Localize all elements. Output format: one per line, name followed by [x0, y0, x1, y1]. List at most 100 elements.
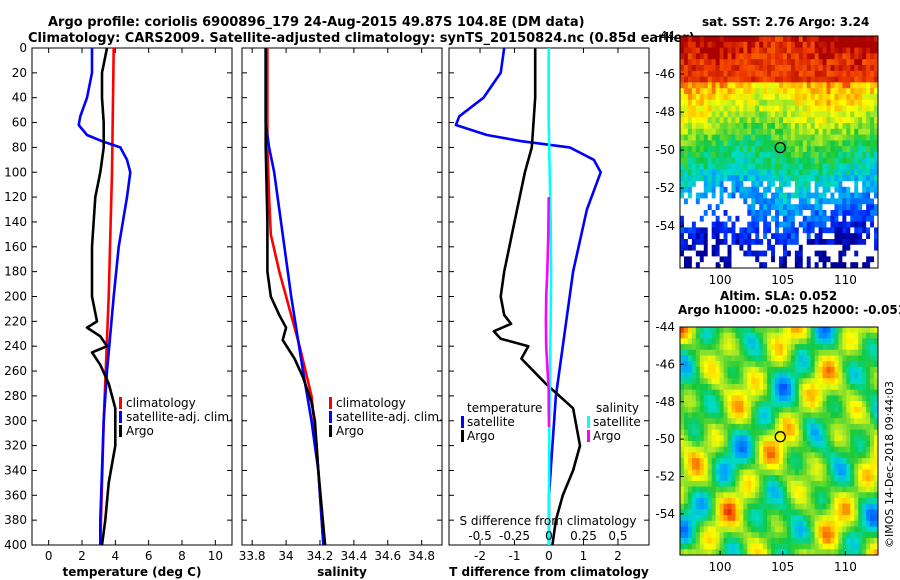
map-cell — [806, 36, 812, 43]
map-cell — [798, 435, 804, 442]
map-cell — [786, 429, 792, 436]
map-cell — [687, 435, 693, 442]
map-cell — [806, 198, 812, 205]
map-cell — [767, 262, 772, 269]
map-cell — [755, 406, 760, 413]
map-cell — [874, 520, 879, 527]
map-cell — [711, 327, 717, 334]
map-x-tick-label: 100 — [709, 273, 732, 287]
map-cell — [802, 384, 808, 391]
map-cell — [743, 520, 748, 527]
map-cell — [747, 486, 752, 493]
map-cell — [743, 233, 748, 240]
map-cell — [719, 163, 724, 170]
map-cell — [830, 215, 835, 222]
map-cell — [747, 332, 752, 339]
map-cell — [779, 70, 784, 77]
map-cell — [850, 435, 855, 442]
map-cell — [874, 526, 879, 533]
map-cell — [719, 47, 724, 54]
map-cell — [683, 332, 689, 339]
map-cell — [767, 94, 772, 101]
map-cell — [739, 117, 744, 124]
map-cell — [810, 441, 816, 448]
map-cell — [695, 94, 701, 101]
map-cell — [790, 198, 796, 205]
map-cell — [806, 338, 812, 345]
map-cell — [874, 378, 879, 385]
map-cell — [846, 186, 851, 193]
map-cell — [691, 355, 697, 362]
map-cell — [866, 520, 871, 527]
map-cell — [731, 389, 736, 396]
map-cell — [790, 157, 796, 164]
map-cell — [723, 82, 728, 89]
map-cell — [842, 82, 847, 89]
map-cell — [759, 94, 764, 101]
map-cell — [806, 401, 812, 408]
map-cell — [802, 349, 808, 356]
map-cell — [786, 463, 792, 470]
map-cell — [703, 446, 709, 453]
map-cell — [703, 82, 709, 89]
map-cell — [755, 384, 760, 391]
map-cell — [731, 117, 736, 124]
map-cell — [731, 244, 736, 251]
map-cell — [695, 549, 701, 556]
map-cell — [715, 458, 720, 465]
map-cell — [794, 389, 800, 396]
map-cell — [771, 344, 776, 351]
map-cell — [751, 423, 756, 430]
map-cell — [703, 169, 709, 176]
map-cell — [854, 349, 859, 356]
map-cell — [862, 215, 867, 222]
map-cell — [810, 435, 816, 442]
map-cell — [858, 163, 863, 170]
map-cell — [814, 88, 819, 95]
map-cell — [846, 498, 851, 505]
map-cell — [743, 480, 748, 487]
map-cell — [703, 111, 709, 118]
map-cell — [862, 94, 867, 101]
map-cell — [763, 59, 768, 66]
legend-swatch — [329, 411, 332, 423]
map-cell — [850, 515, 855, 522]
map-cell — [739, 157, 744, 164]
map-cell — [695, 117, 701, 124]
map-cell — [723, 463, 728, 470]
map-cell — [846, 378, 851, 385]
map-cell — [790, 503, 796, 510]
top-tick-label: 0 — [545, 529, 553, 543]
map-cell — [806, 446, 812, 453]
map-cell — [810, 412, 816, 419]
map-cell — [806, 157, 812, 164]
map-cell — [687, 152, 693, 159]
map-cell — [751, 327, 756, 334]
map-cell — [846, 543, 851, 550]
map-cell — [715, 181, 720, 188]
map-cell — [858, 537, 863, 544]
map-cell — [743, 423, 748, 430]
map-cell — [731, 361, 736, 368]
map-cell — [691, 395, 697, 402]
map-cell — [798, 378, 804, 385]
map-cell — [763, 128, 768, 135]
map-cell — [739, 378, 744, 385]
map-cell — [830, 204, 835, 211]
map-cell — [703, 70, 709, 77]
map-cell — [786, 401, 792, 408]
map-cell — [806, 175, 812, 182]
map-cell — [719, 543, 724, 550]
map-cell — [782, 99, 788, 106]
map-cell — [707, 146, 713, 153]
map-cell — [866, 446, 871, 453]
map-cell — [830, 389, 835, 396]
map-cell — [695, 36, 701, 43]
map-cell — [771, 395, 776, 402]
map-cell — [707, 463, 713, 470]
map-cell — [731, 429, 736, 436]
map-cell — [739, 503, 744, 510]
map-cell — [850, 423, 855, 430]
map-cell — [680, 463, 685, 470]
map-cell — [794, 355, 800, 362]
